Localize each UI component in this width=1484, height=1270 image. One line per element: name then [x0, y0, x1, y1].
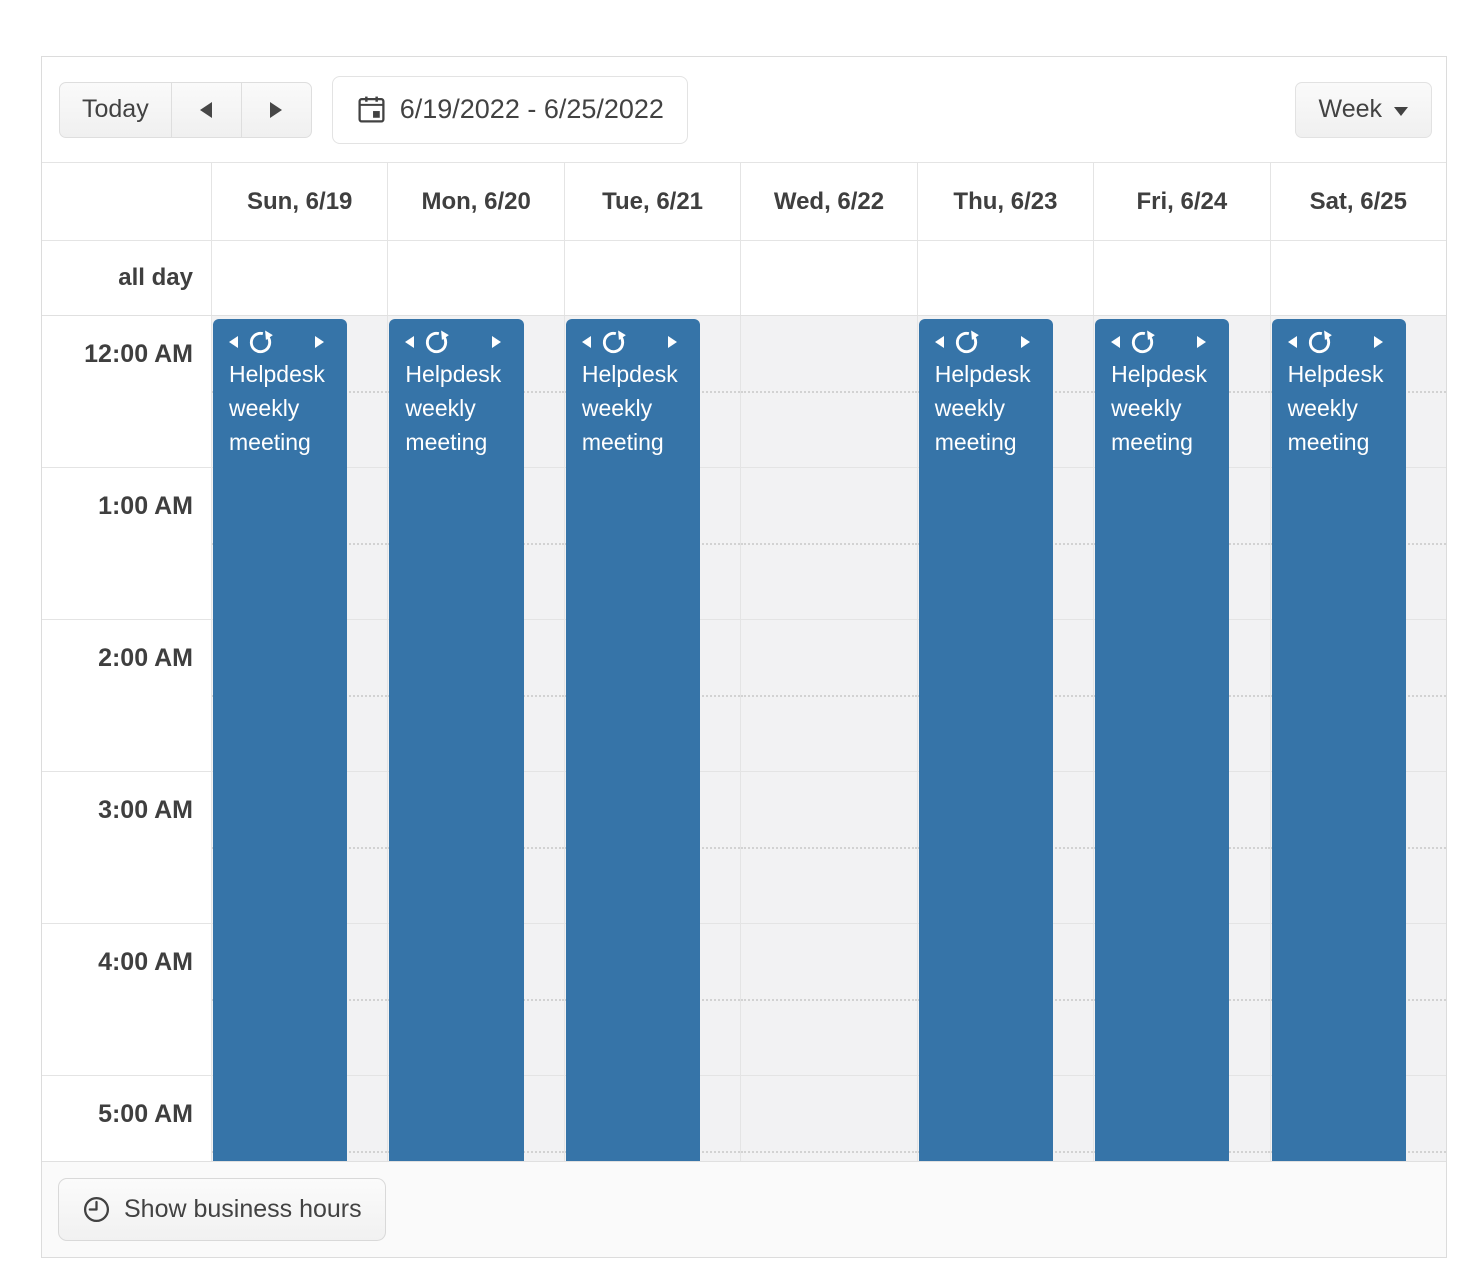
event-continues-left-icon — [405, 336, 415, 348]
event-continues-left-icon — [934, 336, 944, 348]
time-slot[interactable] — [741, 772, 918, 924]
corner-cell — [42, 163, 211, 240]
all-day-cell-sun[interactable] — [211, 241, 388, 315]
event-continues-right-icon — [1020, 336, 1030, 348]
show-business-hours-label: Show business hours — [124, 1195, 362, 1223]
scheduler-event[interactable]: Helpdesk weekly meeting — [389, 319, 524, 1161]
day-column-mon: Helpdesk weekly meeting — [387, 316, 565, 1161]
day-header-mon: Mon, 6/20 — [387, 163, 564, 240]
event-continues-left-icon — [1111, 336, 1121, 348]
all-day-label: all day — [118, 264, 193, 291]
date-range-text: 6/19/2022 - 6/25/2022 — [399, 94, 664, 124]
scheduler-event[interactable]: Helpdesk weekly meeting — [1271, 319, 1406, 1161]
day-header-tue: Tue, 6/21 — [563, 163, 741, 240]
event-continues-left-icon — [1287, 336, 1297, 348]
day-header-row: Sun, 6/19 Mon, 6/20 Tue, 6/21 Wed, 6/22 … — [42, 163, 1446, 241]
event-title: Helpdesk weekly meeting — [405, 361, 502, 455]
time-gutter: 12:00 AM 1:00 AM 2:00 AM 3:00 AM 4:00 AM… — [42, 316, 211, 1161]
event-continues-right-icon — [1197, 336, 1207, 348]
time-label: 1:00 AM — [98, 491, 193, 520]
recurrence-icon — [1129, 329, 1156, 356]
time-label: 3:00 AM — [98, 795, 193, 824]
next-button[interactable] — [240, 82, 311, 137]
event-title: Helpdesk weekly meeting — [229, 361, 325, 455]
event-title: Helpdesk weekly meeting — [1111, 361, 1208, 455]
day-header-sat: Sat, 6/25 — [1269, 163, 1446, 240]
scheduler-event[interactable]: Helpdesk weekly meeting — [1095, 319, 1230, 1161]
calendar-icon — [356, 94, 387, 125]
time-slot[interactable] — [741, 1076, 918, 1161]
scheduler: Today 6/19/2022 - 6/25/2022 We — [41, 56, 1447, 1258]
recurrence-icon — [423, 329, 450, 356]
show-business-hours-button[interactable]: Show business hours — [58, 1178, 386, 1241]
all-day-cell-tue[interactable] — [563, 241, 741, 315]
today-button[interactable]: Today — [82, 95, 149, 123]
event-continues-right-icon — [668, 336, 678, 348]
all-day-cell-thu[interactable] — [916, 241, 1094, 315]
event-continues-right-icon — [315, 336, 325, 348]
navigation-button-group: Today — [59, 81, 312, 138]
event-continues-right-icon — [1373, 336, 1383, 348]
day-column-thu: Helpdesk weekly meeting — [916, 316, 1094, 1161]
scheduler-event[interactable]: Helpdesk weekly meeting — [565, 319, 701, 1161]
scheduler-event[interactable]: Helpdesk weekly meeting — [918, 319, 1053, 1161]
day-column-fri: Helpdesk weekly meeting — [1093, 316, 1270, 1161]
day-header-wed: Wed, 6/22 — [740, 163, 917, 240]
time-label: 2:00 AM — [98, 643, 193, 672]
scheduler-footer: Show business hours — [42, 1161, 1446, 1257]
day-column-wed — [740, 316, 918, 1161]
time-slot[interactable] — [741, 316, 918, 468]
date-range-picker[interactable]: 6/19/2022 - 6/25/2022 — [331, 75, 688, 144]
all-day-row: all day — [42, 241, 1446, 316]
day-column-tue: Helpdesk weekly meeting — [563, 316, 741, 1161]
all-day-cell-fri[interactable] — [1093, 241, 1270, 315]
event-continues-left-icon — [229, 336, 238, 348]
scheduler-toolbar: Today 6/19/2022 - 6/25/2022 We — [42, 57, 1446, 163]
scheduler-event[interactable]: Helpdesk weekly meeting — [213, 319, 348, 1161]
day-header-thu: Thu, 6/23 — [916, 163, 1094, 240]
event-continues-left-icon — [581, 336, 591, 348]
all-day-cell-sat[interactable] — [1269, 241, 1446, 315]
day-header-sun: Sun, 6/19 — [211, 163, 388, 240]
caret-down-icon — [1394, 106, 1408, 116]
time-label: 12:00 AM — [84, 339, 193, 368]
clock-icon — [82, 1195, 111, 1224]
time-slot[interactable] — [741, 468, 918, 620]
chevron-left-icon — [200, 101, 213, 118]
day-header-fri: Fri, 6/24 — [1093, 163, 1270, 240]
recurrence-icon — [1306, 329, 1333, 356]
week-view-selector[interactable]: Week — [1294, 81, 1432, 138]
view-selector-label: Week — [1318, 95, 1382, 123]
all-day-cell-wed[interactable] — [740, 241, 917, 315]
time-grid: 12:00 AM 1:00 AM 2:00 AM 3:00 AM 4:00 AM… — [42, 316, 1446, 1161]
chevron-right-icon — [270, 101, 283, 118]
event-continues-right-icon — [491, 336, 501, 348]
recurrence-icon — [953, 329, 980, 356]
event-title: Helpdesk weekly meeting — [934, 361, 1031, 455]
event-title: Helpdesk weekly meeting — [581, 361, 678, 455]
day-column-sun: Helpdesk weekly meeting — [211, 316, 388, 1161]
recurrence-icon — [600, 329, 627, 356]
time-slot[interactable] — [741, 924, 918, 1076]
prev-button[interactable] — [170, 82, 241, 137]
event-title: Helpdesk weekly meeting — [1287, 361, 1384, 455]
time-label: 5:00 AM — [98, 1099, 193, 1128]
time-slot[interactable] — [741, 620, 918, 772]
recurrence-icon — [247, 329, 274, 356]
time-label: 4:00 AM — [98, 947, 193, 976]
day-column-sat: Helpdesk weekly meeting — [1269, 316, 1446, 1161]
all-day-cell-mon[interactable] — [387, 241, 564, 315]
